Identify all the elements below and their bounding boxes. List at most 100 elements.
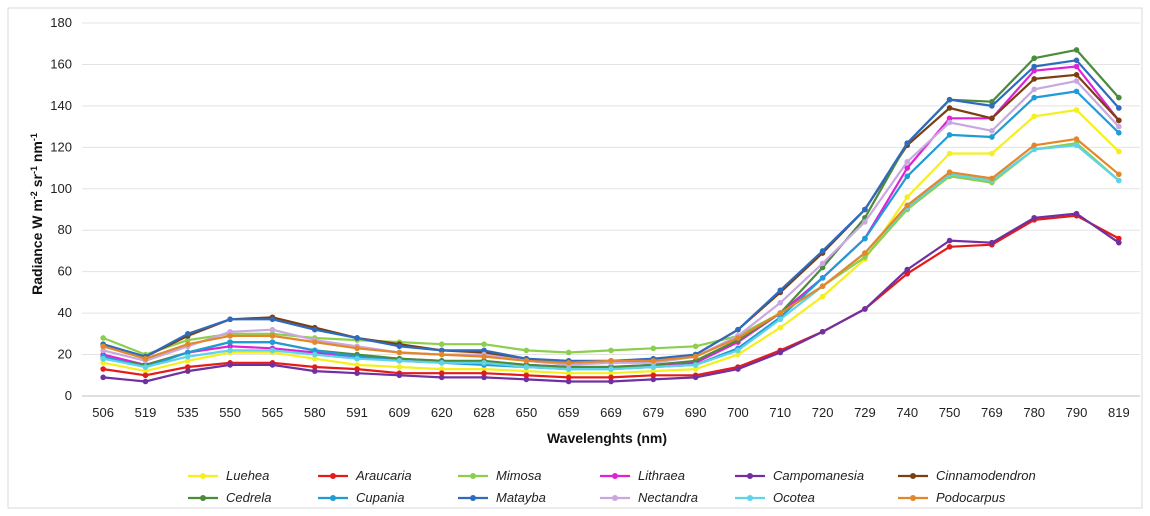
data-point	[269, 326, 276, 333]
data-point	[904, 266, 911, 273]
legend-item-luehea: Luehea	[188, 468, 269, 483]
data-point	[565, 360, 572, 366]
data-point	[819, 328, 826, 335]
data-point	[269, 339, 276, 345]
data-point	[904, 202, 911, 209]
data-point	[523, 368, 530, 374]
data-point	[1116, 177, 1122, 184]
data-point	[523, 376, 530, 383]
data-point	[1116, 235, 1122, 242]
data-point	[438, 351, 445, 358]
data-point	[946, 169, 953, 175]
legend-label: Podocarpus	[936, 490, 1006, 505]
legend: Luehea Araucaria Mimosa Lithraea Campomanesi…	[188, 468, 1036, 505]
data-point	[565, 374, 572, 381]
data-point	[989, 150, 995, 157]
legend-item-cinnamodendron: Cinnamodendron	[898, 468, 1036, 483]
data-point	[185, 353, 191, 360]
gridlines	[82, 22, 1140, 397]
data-point	[1073, 107, 1080, 113]
legend-label: Cinnamodendron	[936, 468, 1036, 483]
data-point	[1031, 113, 1037, 120]
legend-item-campomanesia: Campomanesia	[735, 468, 864, 483]
data-point	[692, 357, 699, 364]
data-point	[608, 370, 614, 377]
legend-label: Luehea	[226, 468, 269, 483]
data-point	[946, 237, 953, 244]
data-point	[438, 341, 445, 347]
data-point	[904, 159, 911, 165]
x-tick-label: 565	[262, 405, 284, 420]
data-point	[1031, 142, 1037, 149]
legend-label: Mimosa	[496, 468, 542, 483]
data-point	[862, 206, 868, 213]
data-point	[396, 349, 403, 356]
data-point	[819, 283, 826, 289]
data-point	[354, 366, 360, 372]
data-point	[989, 127, 995, 134]
y-tick-label: 80	[58, 222, 72, 237]
data-point	[650, 368, 657, 374]
data-point	[904, 194, 911, 200]
x-tick-label: 659	[558, 405, 580, 420]
data-point	[989, 134, 995, 140]
data-point	[819, 275, 826, 281]
y-tick-label: 140	[50, 98, 72, 113]
y-tick-label: 100	[50, 181, 72, 196]
data-point	[311, 339, 318, 345]
x-tick-label: 669	[600, 405, 622, 420]
legend-swatch-marker	[330, 495, 336, 501]
legend-swatch-marker	[470, 495, 476, 501]
data-point	[1031, 146, 1037, 153]
data-point	[777, 299, 784, 306]
data-point	[142, 372, 149, 379]
data-point	[650, 357, 657, 364]
data-point	[1073, 78, 1080, 84]
x-tick-labels: 506 519 535 550 565 580 591 609 620 628 650 659 669 6…	[92, 405, 1129, 420]
data-point	[735, 326, 741, 333]
legend-item-cupania: Cupania	[318, 490, 404, 505]
data-point	[1116, 105, 1122, 111]
data-point	[185, 337, 191, 343]
data-point	[354, 362, 360, 368]
data-point	[185, 349, 191, 356]
data-point	[946, 244, 953, 250]
x-tick-label: 790	[1066, 405, 1088, 420]
legend-label: Ocotea	[773, 490, 815, 505]
data-point	[1031, 63, 1037, 70]
data-point	[311, 351, 318, 358]
y-tick-label: 60	[58, 264, 72, 279]
data-point	[100, 343, 106, 350]
data-point	[946, 115, 953, 122]
legend-item-lithraea: Lithraea	[600, 468, 685, 483]
data-point	[311, 355, 318, 362]
data-point	[608, 366, 614, 372]
y-tick-label: 40	[58, 305, 72, 320]
data-point	[650, 372, 657, 379]
data-point	[735, 335, 741, 341]
legend-label: Araucaria	[355, 468, 412, 483]
legend-swatch-marker	[910, 495, 916, 501]
x-tick-label: 580	[304, 405, 326, 420]
data-point	[692, 366, 699, 372]
legend-item-mimosa: Mimosa	[458, 468, 542, 483]
data-point	[311, 326, 318, 333]
data-point	[354, 335, 360, 341]
data-point	[481, 370, 487, 377]
x-tick-label: 780	[1023, 405, 1045, 420]
data-point	[989, 239, 995, 246]
data-point	[100, 355, 106, 362]
data-point	[142, 378, 149, 385]
data-point	[142, 364, 149, 370]
data-point	[819, 260, 826, 267]
data-point	[1031, 86, 1037, 93]
data-point	[1073, 88, 1080, 95]
data-point	[269, 347, 276, 354]
data-point	[100, 335, 106, 341]
data-point	[396, 372, 403, 379]
x-tick-label: 700	[727, 405, 749, 420]
data-point	[311, 368, 318, 374]
data-point	[227, 343, 233, 350]
data-point	[777, 349, 784, 356]
